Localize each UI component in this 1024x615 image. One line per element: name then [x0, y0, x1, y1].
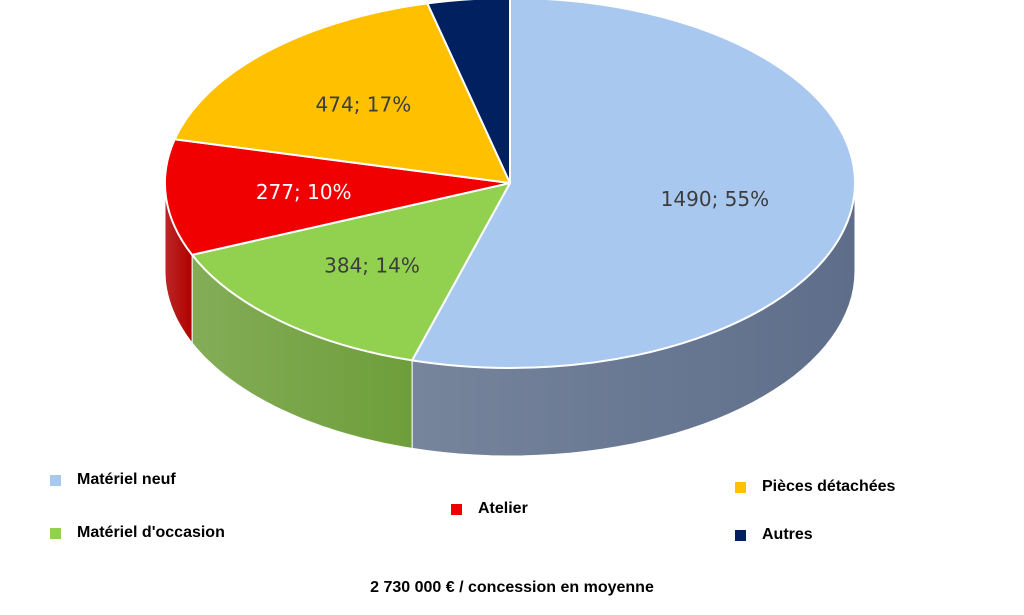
legend-item-atelier: Atelier: [451, 500, 528, 518]
legend-swatch-pieces-detachees: [735, 481, 746, 493]
chart-caption: 2 730 000 € / concession en moyenne: [370, 579, 654, 596]
legend-swatch-atelier: [451, 503, 462, 515]
legend-item-autres: Autres: [735, 526, 813, 544]
pie-slice-0: [411, 0, 856, 369]
data-label-2: 277; 10%: [256, 180, 352, 204]
legend-label-pieces-detachees: Pièces détachées: [762, 478, 896, 495]
legend-label-materiel-neuf: Matériel neuf: [77, 471, 176, 488]
pie-slice-1: [191, 182, 511, 362]
legend-item-materiel-occasion: Matériel d'occasion: [50, 524, 225, 542]
legend-label-atelier: Atelier: [478, 500, 528, 517]
legend-label-autres: Autres: [762, 526, 813, 543]
pie-slice-4: [426, 0, 511, 184]
legend-label-materiel-occasion: Matériel d'occasion: [77, 524, 225, 541]
legend-item-pieces-detachees: Pièces détachées: [735, 478, 895, 496]
legend-item-materiel-neuf: Matériel neuf: [50, 471, 176, 489]
legend-swatch-materiel-occasion: [50, 527, 61, 539]
legend-swatch-autres: [735, 529, 746, 541]
pie-slice-2: [164, 138, 511, 256]
data-label-3: 474; 17%: [316, 93, 412, 117]
pie-slice-3: [173, 2, 511, 184]
legend-swatch-materiel-neuf: [50, 474, 61, 486]
data-label-1: 384; 14%: [324, 254, 420, 278]
data-label-0: 1490; 55%: [661, 187, 769, 211]
